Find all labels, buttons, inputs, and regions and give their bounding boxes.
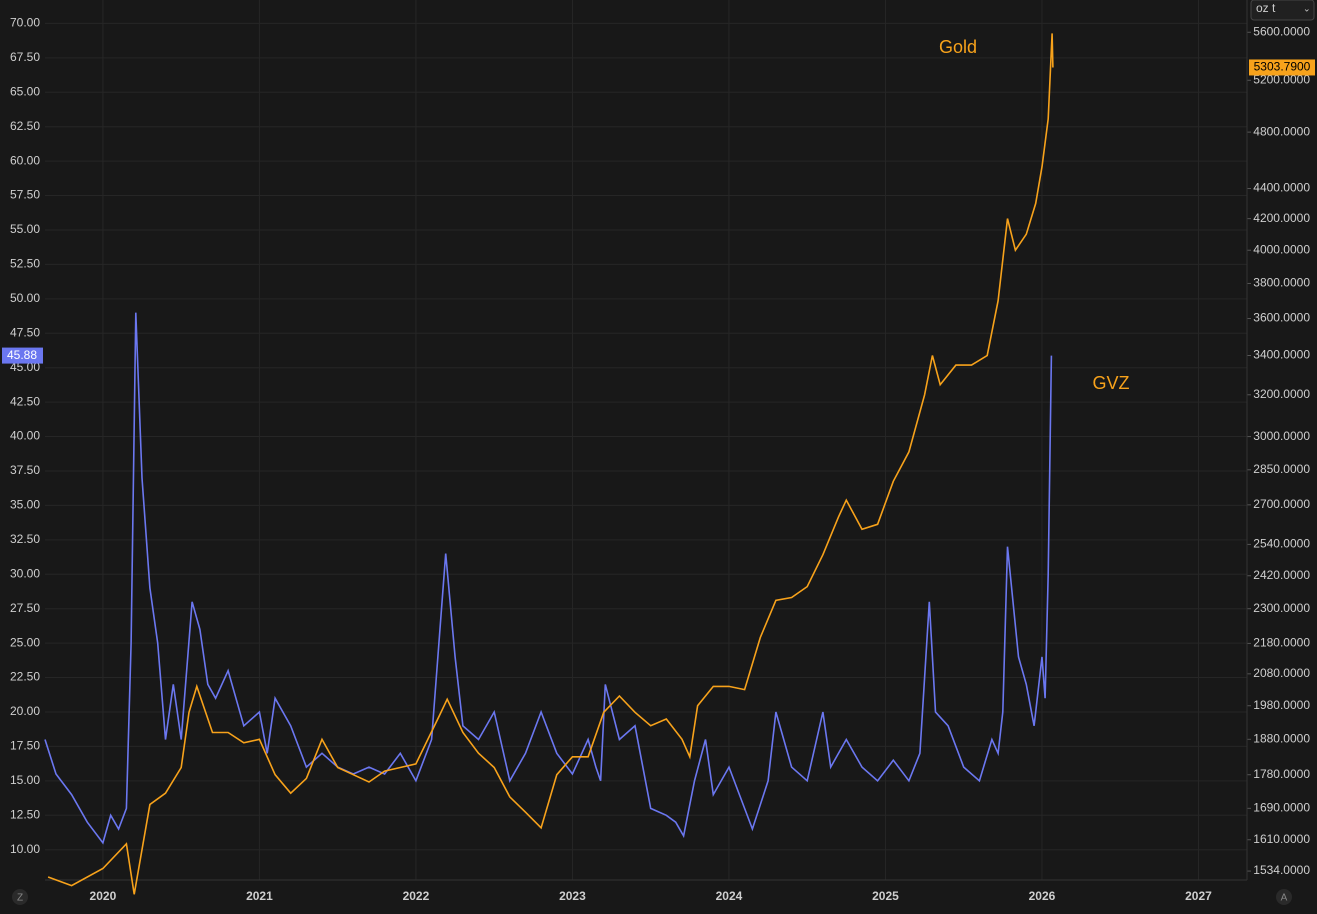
y2-tick-label: 1880.0000 <box>1253 731 1310 745</box>
y2-tick-label: 4000.0000 <box>1253 242 1310 256</box>
y-tick-label: 10.00 <box>10 842 40 856</box>
x-tick-label: 2024 <box>716 889 743 903</box>
y-tick-label: 30.00 <box>10 566 40 580</box>
series-label: Gold <box>939 37 977 57</box>
y-tick-label: 32.50 <box>10 532 40 546</box>
y-tick-label: 57.50 <box>10 188 40 202</box>
last-value-tag <box>2 347 43 364</box>
y-tick-label: 37.50 <box>10 463 40 477</box>
dropdown-arrow: ⌄ <box>1303 3 1311 13</box>
last-value-label: 45.88 <box>7 348 37 362</box>
y-tick-label: 40.00 <box>10 429 40 443</box>
y-tick-label: 55.00 <box>10 222 40 236</box>
y2-tick-label: 1980.0000 <box>1253 698 1310 712</box>
x-tick-label: 2021 <box>246 889 273 903</box>
left-button-label[interactable]: Z <box>17 893 23 904</box>
y-tick-label: 20.00 <box>10 704 40 718</box>
y2-tick-label: 4400.0000 <box>1253 181 1310 195</box>
right-button-label[interactable]: A <box>1281 893 1288 904</box>
y2-tick-label: 2420.0000 <box>1253 568 1310 582</box>
y2-tick-label: 1690.0000 <box>1253 801 1310 815</box>
y2-tick-label: 3800.0000 <box>1253 276 1310 290</box>
y2-tick-label: 3200.0000 <box>1253 387 1310 401</box>
y-tick-label: 52.50 <box>10 257 40 271</box>
y2-tick-label: 1610.0000 <box>1253 832 1310 846</box>
y-tick-label: 50.00 <box>10 291 40 305</box>
series-line <box>44 312 1053 845</box>
y2-tick-label: 2850.0000 <box>1253 462 1310 476</box>
unit-selector[interactable] <box>1250 0 1315 21</box>
y2-tick-label: 3000.0000 <box>1253 429 1310 443</box>
y-tick-label: 35.00 <box>10 498 40 512</box>
y2-tick-label: 2700.0000 <box>1253 497 1310 511</box>
y-tick-label: 47.50 <box>10 325 40 339</box>
y2-tick-label: 1534.0000 <box>1253 863 1310 877</box>
y2-tick-label: 2300.0000 <box>1253 601 1310 615</box>
y-tick-label: 70.00 <box>10 16 40 30</box>
y2-tick-label: 5200.0000 <box>1253 72 1310 86</box>
y-tick-label: 60.00 <box>10 153 40 167</box>
x-tick-label: 2027 <box>1185 889 1212 903</box>
y-tick-label: 22.50 <box>10 670 40 684</box>
y2-tick-label: 2180.0000 <box>1253 636 1310 650</box>
unit-selector-label[interactable]: oz t <box>1256 1 1276 15</box>
x-tick-label: 2025 <box>872 889 899 903</box>
right-button[interactable] <box>1276 889 1292 905</box>
y-tick-label: 17.50 <box>10 739 40 753</box>
y2-tick-label: 4200.0000 <box>1253 211 1310 225</box>
series-line <box>47 33 1054 895</box>
y-tick-label: 27.50 <box>10 601 40 615</box>
left-button[interactable] <box>12 889 28 905</box>
y-tick-label: 67.50 <box>10 50 40 64</box>
y-tick-label: 42.50 <box>10 394 40 408</box>
y2-tick-label: 2080.0000 <box>1253 666 1310 680</box>
y-tick-label: 12.50 <box>10 807 40 821</box>
y-tick-label: 15.00 <box>10 773 40 787</box>
y2-tick-label: 3400.0000 <box>1253 348 1310 362</box>
last-value-label: 5303.7900 <box>1254 60 1311 74</box>
y2-tick-label: 2540.0000 <box>1253 537 1310 551</box>
y-tick-label: 25.00 <box>10 635 40 649</box>
y2-tick-label: 3600.0000 <box>1253 311 1310 325</box>
x-tick-label: 2022 <box>403 889 430 903</box>
y-tick-label: 62.50 <box>10 119 40 133</box>
y2-tick-label: 1780.0000 <box>1253 767 1310 781</box>
last-value-tag <box>1249 59 1315 76</box>
y2-tick-label: 5600.0000 <box>1253 24 1310 38</box>
x-tick-label: 2020 <box>90 889 117 903</box>
y2-tick-label: 4800.0000 <box>1253 124 1310 138</box>
y-tick-label: 65.00 <box>10 84 40 98</box>
x-tick-label: 2026 <box>1029 889 1056 903</box>
series-label: GVZ <box>1092 373 1129 393</box>
x-tick-label: 2023 <box>559 889 586 903</box>
